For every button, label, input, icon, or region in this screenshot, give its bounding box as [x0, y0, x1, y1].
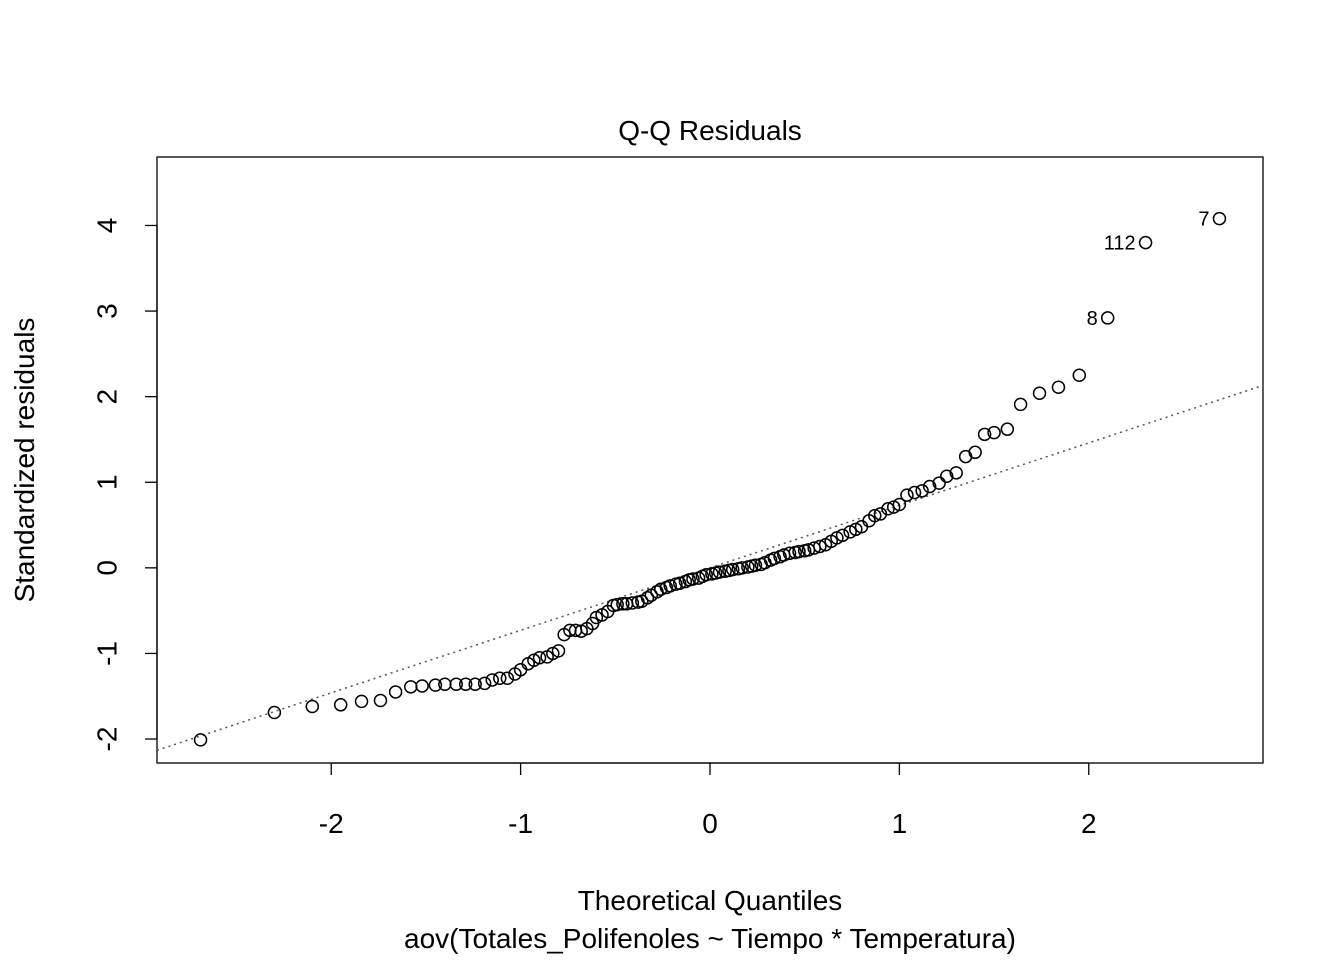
data-point	[725, 562, 740, 577]
data-points	[193, 211, 1227, 747]
data-point	[654, 582, 668, 596]
outlier-label: 7	[1198, 209, 1209, 231]
data-point	[1072, 368, 1087, 383]
data-point	[748, 558, 763, 573]
data-point	[404, 680, 418, 694]
x-tick-label: 2	[1081, 808, 1097, 839]
data-point	[699, 567, 713, 582]
data-point	[1051, 380, 1066, 394]
data-point	[477, 676, 492, 691]
x-tick-label: 1	[892, 808, 908, 839]
data-point	[907, 485, 922, 500]
y-tick-label: 2	[91, 389, 122, 405]
chart-title: Q-Q Residuals	[618, 115, 802, 146]
data-point	[1013, 397, 1028, 412]
x-axis: -2 -1 0 1 2	[319, 762, 1097, 839]
data-point	[305, 699, 320, 714]
data-point	[672, 576, 687, 591]
data-point	[939, 469, 954, 484]
data-point	[813, 539, 827, 554]
data-point	[354, 694, 369, 709]
data-point	[686, 572, 700, 586]
x-tick-label: 0	[702, 808, 718, 839]
data-point	[712, 565, 727, 579]
data-point	[458, 677, 473, 692]
outlier-label: 8	[1087, 308, 1098, 330]
data-point	[1138, 235, 1153, 250]
data-point	[428, 678, 443, 692]
data-point	[932, 476, 946, 490]
data-point	[373, 693, 388, 708]
data-point	[1212, 211, 1227, 226]
data-point	[868, 508, 882, 523]
y-tick-label: 3	[91, 303, 122, 319]
data-point	[987, 425, 1001, 440]
data-point	[1032, 386, 1047, 400]
data-point	[485, 673, 499, 687]
data-point	[735, 561, 749, 575]
data-point	[640, 591, 655, 605]
data-point	[625, 596, 640, 610]
data-point	[1000, 422, 1015, 436]
plot-frame	[156, 156, 1264, 764]
data-point	[892, 497, 907, 512]
point-labels: 8 112 7	[1087, 209, 1210, 330]
data-point	[835, 528, 850, 543]
data-point	[610, 597, 624, 612]
y-tick-label: 1	[91, 474, 122, 490]
data-point	[415, 679, 429, 693]
data-point	[468, 677, 482, 692]
data-point	[1100, 311, 1115, 325]
outlier-label: 112	[1104, 233, 1136, 255]
data-point	[881, 502, 895, 516]
y-axis: -2 -1 0 1 2 3 4	[91, 218, 158, 752]
data-point	[915, 484, 929, 498]
data-point	[663, 579, 677, 593]
data-point	[532, 650, 547, 665]
y-tick-label: -1	[91, 641, 122, 666]
data-point	[388, 685, 403, 699]
y-tick-label: 4	[91, 218, 122, 234]
x-tick-label: -1	[508, 808, 533, 839]
data-point	[949, 466, 963, 480]
y-tick-label: -2	[91, 727, 122, 752]
y-tick-label: 0	[91, 560, 122, 576]
data-point	[792, 544, 806, 559]
data-point	[333, 698, 348, 712]
y-axis-title: Standardized residuals	[9, 318, 40, 603]
x-tick-label: -2	[319, 808, 344, 839]
data-point	[493, 671, 507, 686]
data-point	[500, 671, 515, 686]
data-point	[193, 733, 208, 747]
data-point	[267, 705, 282, 720]
data-point	[616, 597, 630, 611]
data-point	[782, 546, 797, 561]
data-point	[968, 445, 982, 460]
data-point	[551, 644, 566, 658]
data-point	[977, 427, 992, 442]
data-point	[922, 479, 937, 494]
data-point	[449, 677, 463, 692]
x-axis-title: Theoretical Quantiles	[578, 885, 843, 916]
data-point	[767, 551, 782, 566]
data-point	[900, 488, 914, 502]
chart-subtitle: aov(Totales_Polifenoles ~ Tiempo * Tempe…	[404, 923, 1016, 954]
